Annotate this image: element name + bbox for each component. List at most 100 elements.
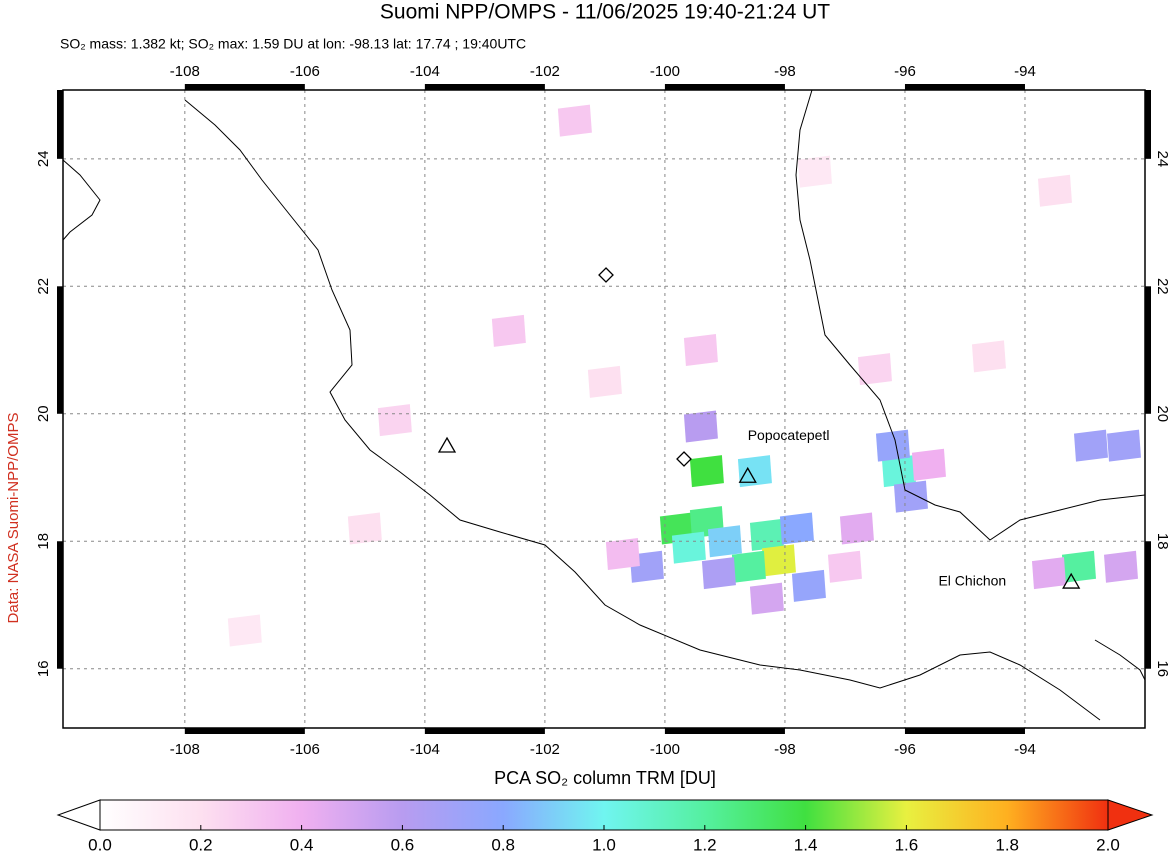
- so2-pixel: [1037, 174, 1072, 207]
- so2-pixel: [779, 512, 814, 545]
- so2-pixel: [605, 538, 640, 570]
- coastline: [62, 89, 1146, 721]
- so2-pixel: [1061, 550, 1096, 583]
- border-segment: [424, 84, 545, 90]
- volcano-marker: [437, 436, 457, 453]
- volcano-marker: [1062, 572, 1081, 589]
- border-segment: [904, 84, 1025, 90]
- so2-pixel: [587, 365, 622, 398]
- subtitle: SO₂ mass: 1.382 kt; SO₂ max: 1.59 DU at …: [60, 36, 526, 52]
- frame-border: [57, 84, 1151, 734]
- x-tick-label: -104: [410, 63, 440, 80]
- volcano-label: Popocatepetl: [748, 427, 830, 443]
- so2-pixel: [491, 314, 526, 347]
- colorbar-tick-label: 0.4: [290, 835, 314, 854]
- x-tick-label: -98: [774, 741, 796, 758]
- volcano-label: El Chichon: [938, 573, 1006, 589]
- x-tick-label: -104: [410, 741, 440, 758]
- colorbar-tick-label: 2.0: [1096, 835, 1120, 854]
- x-tick-label: -94: [1014, 741, 1036, 758]
- volcano-marker: [598, 267, 614, 283]
- so2-pixel: [1103, 550, 1138, 583]
- x-tick-label: -106: [290, 741, 320, 758]
- so2-pixel: [881, 455, 916, 488]
- so2-pixel: [1073, 429, 1108, 462]
- y-tick-label: 16: [1154, 660, 1171, 677]
- border-segment: [904, 728, 1025, 734]
- axes: -108 -108 -106 -106 -104 -104 -102 -102 -100 -100…: [35, 63, 1171, 758]
- colorbar: 0.0 0.2 0.4 0.6 0.8 1.0 1.2 1.4 1.6 1.8 2.0: [56, 799, 1154, 854]
- so2-pixel: [911, 448, 946, 481]
- yucatan-coast: [1094, 639, 1146, 681]
- border-segment: [424, 728, 545, 734]
- so2-pixel: [791, 569, 826, 602]
- so2-pixel: [797, 155, 832, 188]
- grid-layer: [63, 90, 1145, 728]
- border-segment: [57, 286, 63, 414]
- colorbar-tick-label: 0.8: [491, 835, 515, 854]
- so2-pixel: [839, 512, 874, 545]
- x-tick-label: -100: [650, 741, 680, 758]
- source-label: Data: NASA Suomi-NPP/OMPS: [5, 413, 22, 624]
- y-tick-label: 18: [1154, 533, 1171, 550]
- border-segment: [184, 84, 305, 90]
- colorbar-tick-label: 1.4: [794, 835, 818, 854]
- so2-pixel: [827, 550, 862, 583]
- colorbar-label: PCA SO₂ column TRM [DU]: [494, 768, 716, 788]
- y-tick-label: 20: [1154, 405, 1171, 422]
- y-tick-label: 16: [35, 660, 52, 677]
- x-tick-label: -102: [530, 741, 560, 758]
- x-tick-label: -96: [894, 741, 916, 758]
- so2-pixel: [761, 544, 796, 577]
- volcano-layer: Popocatepetl El Chichon: [738, 427, 1081, 589]
- x-tick-label: -102: [530, 63, 560, 80]
- volcano-marker: [738, 466, 757, 483]
- x-tick-label: -96: [894, 63, 916, 80]
- x-tick-label: -108: [170, 741, 200, 758]
- so2-pixel: [731, 550, 766, 583]
- border-segment: [1145, 90, 1151, 159]
- so2-pixel: [749, 582, 784, 615]
- border-segment: [664, 728, 785, 734]
- so2-pixel: [737, 455, 772, 488]
- colorbar-extend-low: [56, 799, 101, 831]
- colorbar-tick-label: 1.8: [995, 835, 1019, 854]
- colorbar-tick-label: 1.0: [592, 835, 616, 854]
- colorbar-tick-label: 1.2: [693, 835, 717, 854]
- so2-pixel: [671, 531, 706, 564]
- x-tick-label: -106: [290, 63, 320, 80]
- y-tick-label: 18: [35, 533, 52, 550]
- colorbar-tick-label: 0.6: [391, 835, 415, 854]
- volcano-marker: [676, 451, 692, 467]
- so2-pixel: [557, 104, 592, 137]
- volcano-markers: [437, 267, 692, 467]
- so2-pixel: [875, 429, 910, 462]
- x-tick-label: -108: [170, 63, 200, 80]
- border-segment: [57, 90, 63, 159]
- so2-pixel: [689, 455, 724, 488]
- colorbar-extend-high: [1107, 799, 1154, 831]
- map-frame: [62, 89, 1146, 729]
- x-tick-label: -98: [774, 63, 796, 80]
- so2-pixel: [683, 334, 718, 367]
- so2-pixel: [227, 614, 262, 647]
- so2-pixel: [347, 512, 382, 545]
- y-tick-label: 22: [1154, 278, 1171, 295]
- so2-pixel: [701, 557, 736, 590]
- so2-pixel: [707, 525, 742, 558]
- y-tick-label: 20: [35, 405, 52, 422]
- x-tick-label: -94: [1014, 63, 1036, 80]
- y-tick-label: 22: [35, 278, 52, 295]
- border-segment: [1145, 541, 1151, 669]
- y-tick-label: 24: [35, 150, 52, 167]
- border-segment: [184, 728, 305, 734]
- pacific-coast: [184, 99, 1101, 721]
- title: Suomi NPP/OMPS - 11/06/2025 19:40-21:24 …: [380, 1, 830, 24]
- so2-pixel: [1106, 429, 1141, 462]
- so2-pixel: [749, 518, 784, 551]
- y-tick-label: 24: [1154, 150, 1171, 167]
- so2-pixel: [857, 353, 892, 386]
- so2-pixel: [971, 340, 1006, 373]
- border-segment: [664, 84, 785, 90]
